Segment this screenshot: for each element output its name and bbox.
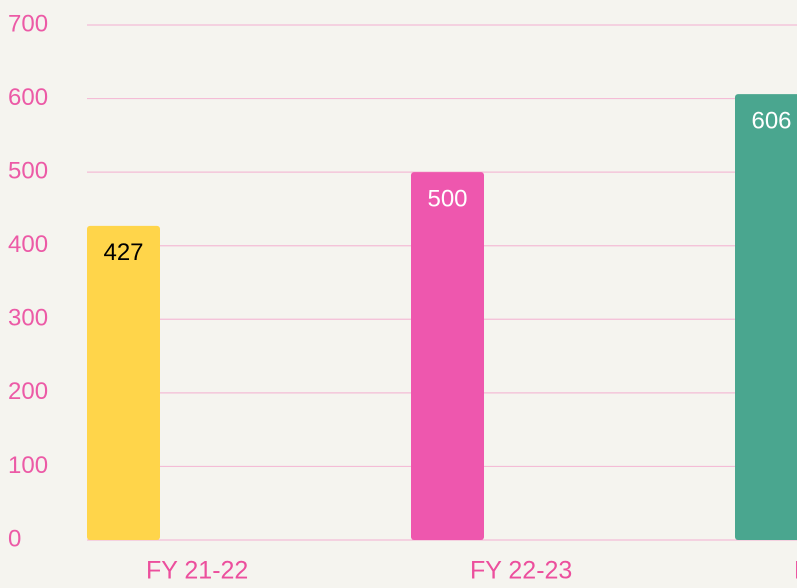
- x-tick-label: FY 22-23: [470, 557, 572, 585]
- value-label: 500: [427, 185, 467, 212]
- value-label: 427: [103, 239, 143, 266]
- y-tick-label: 200: [8, 378, 48, 405]
- y-tick-label: 400: [8, 231, 48, 258]
- x-tick-label: FY 21-22: [146, 557, 248, 585]
- x-tick-label: FY 23-24: [794, 557, 797, 585]
- y-tick-label: 600: [8, 84, 48, 111]
- y-tick-label: 500: [8, 157, 48, 184]
- bar: [411, 172, 484, 540]
- bar: [87, 225, 160, 540]
- y-tick-label: 700: [8, 10, 48, 37]
- value-label: 606: [751, 108, 791, 135]
- y-tick-label: 300: [8, 305, 48, 332]
- y-tick-label: 100: [8, 452, 48, 479]
- y-tick-label: 0: [8, 525, 21, 552]
- bar: [735, 94, 797, 540]
